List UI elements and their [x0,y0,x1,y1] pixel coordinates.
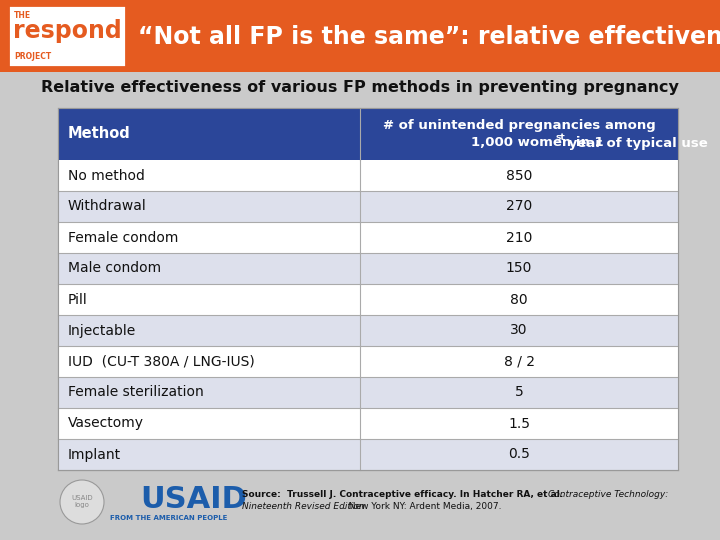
Text: 1.5: 1.5 [508,416,530,430]
Bar [8,5,126,67]
Bar [58,346,678,377]
Text: Withdrawal: Withdrawal [68,199,147,213]
Circle shape [60,480,104,524]
Text: Source:  Trussell J. Contraceptive efficacy. In Hatcher RA, et al.: Source: Trussell J. Contraceptive effica… [242,490,567,499]
Text: # of unintended pregnancies among: # of unintended pregnancies among [382,118,655,132]
Text: FROM THE AMERICAN PEOPLE: FROM THE AMERICAN PEOPLE [110,515,228,521]
Text: respond: respond [13,19,122,43]
Text: 8 / 2: 8 / 2 [503,354,534,368]
Text: 210: 210 [506,231,532,245]
Text: Male condom: Male condom [68,261,161,275]
Text: Pill: Pill [68,293,88,307]
Text: Vasectomy: Vasectomy [68,416,144,430]
Text: 80: 80 [510,293,528,307]
Text: USAID
logo: USAID logo [71,496,93,509]
Bar [58,408,678,439]
Text: 1,000 women in 1: 1,000 women in 1 [471,137,603,150]
Text: Female sterilization: Female sterilization [68,386,204,400]
Text: Implant: Implant [68,448,121,462]
Text: IUD  (CU-T 380A / LNG-IUS): IUD (CU-T 380A / LNG-IUS) [68,354,255,368]
Text: 850: 850 [506,168,532,183]
Text: 270: 270 [506,199,532,213]
Text: USAID: USAID [140,485,247,515]
Text: year of typical use: year of typical use [564,137,708,150]
Bar [58,108,678,160]
Bar [58,315,678,346]
Bar [0,0,720,72]
Text: THE: THE [14,11,31,20]
Text: Female condom: Female condom [68,231,179,245]
Bar [58,439,678,470]
Text: Nineteenth Revised Edition: Nineteenth Revised Edition [242,502,364,511]
Bar [58,284,678,315]
Bar [0,72,720,540]
Bar [58,191,678,222]
Text: 5: 5 [515,386,523,400]
Text: Contraceptive Technology:: Contraceptive Technology: [548,490,668,499]
Bar [58,108,678,470]
Text: . New York NY: Ardent Media, 2007.: . New York NY: Ardent Media, 2007. [343,502,502,511]
Text: Relative effectiveness of various FP methods in preventing pregnancy: Relative effectiveness of various FP met… [41,80,679,95]
Text: “Not all FP is the same”: relative effectiveness: “Not all FP is the same”: relative effec… [138,25,720,49]
Text: 30: 30 [510,323,528,338]
Text: PROJECT: PROJECT [14,52,51,61]
Text: st: st [556,133,566,143]
Bar [58,222,678,253]
Text: 0.5: 0.5 [508,448,530,462]
Text: No method: No method [68,168,145,183]
Text: Method: Method [68,126,131,141]
Text: 150: 150 [506,261,532,275]
Text: Injectable: Injectable [68,323,136,338]
Bar [58,377,678,408]
Bar [58,160,678,191]
Bar [58,253,678,284]
